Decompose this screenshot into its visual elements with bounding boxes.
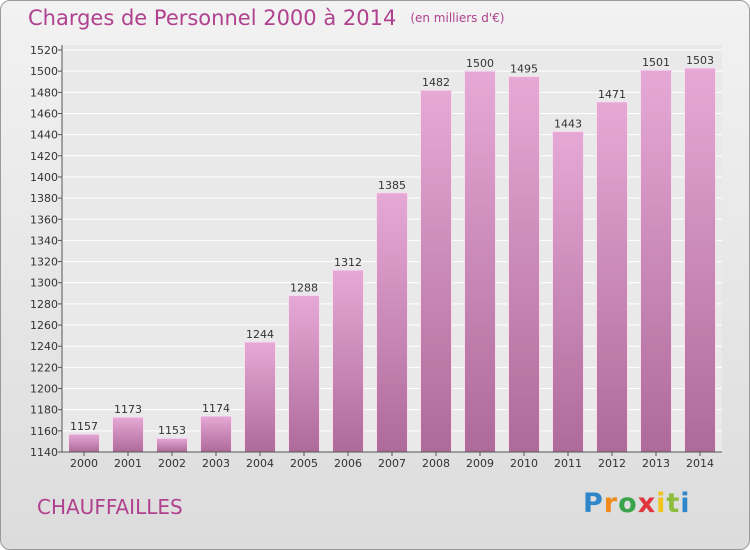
bar-value-label: 1157 <box>70 420 98 433</box>
x-tick-label: 2010 <box>510 457 538 470</box>
bar <box>112 416 144 453</box>
logo-letter: i <box>656 488 667 519</box>
bar <box>684 67 716 453</box>
bar <box>288 294 320 453</box>
x-tick-label: 2006 <box>334 457 362 470</box>
chart-subtitle: (en milliers d'€) <box>410 11 505 25</box>
bar-value-label: 1385 <box>378 179 406 192</box>
y-tick-label: 1400 <box>30 171 58 184</box>
bar <box>596 101 628 453</box>
proxiti-logo: Proxiti <box>583 488 691 519</box>
x-tick-label: 2008 <box>422 457 450 470</box>
y-tick-label: 1260 <box>30 319 58 332</box>
x-tick-label: 2005 <box>290 457 318 470</box>
y-tick-label: 1280 <box>30 298 58 311</box>
y-tick-label: 1240 <box>30 340 58 353</box>
bar <box>508 75 540 453</box>
bar <box>640 69 672 453</box>
bar <box>68 433 100 453</box>
x-tick-label: 2002 <box>158 457 186 470</box>
y-tick-label: 1380 <box>30 192 58 205</box>
y-tick-label: 1300 <box>30 277 58 290</box>
bars: 1157 1173 1153 1174 1244 1288 1312 1385 1482 1500… <box>68 54 716 453</box>
y-tick-label: 1340 <box>30 234 58 247</box>
bar-value-label: 1244 <box>246 328 274 341</box>
logo-letter: r <box>603 488 619 519</box>
y-tick-label: 1160 <box>30 425 58 438</box>
x-tick-label: 2003 <box>202 457 230 470</box>
y-tick-label: 1180 <box>30 404 58 417</box>
x-tick-label: 2012 <box>598 457 626 470</box>
y-tick-label: 1480 <box>30 86 58 99</box>
bar <box>552 130 584 453</box>
y-tick-label: 1140 <box>30 446 58 459</box>
logo-letter: x <box>637 488 657 519</box>
y-tick-label: 1420 <box>30 150 58 163</box>
bar-value-label: 1288 <box>290 281 318 294</box>
bar-value-label: 1495 <box>510 62 538 75</box>
bar-value-label: 1482 <box>422 76 450 89</box>
y-tick-label: 1440 <box>30 129 58 142</box>
x-tick-label: 2009 <box>466 457 494 470</box>
bar-value-label: 1173 <box>114 403 142 416</box>
y-axis-ticks: 1140 1160 1180 1200 1220 1240 1260 1280 1300 1320… <box>30 44 62 459</box>
y-tick-label: 1500 <box>30 65 58 78</box>
logo-letter: P <box>583 488 604 519</box>
place-name: CHAUFFAILLES <box>37 495 183 519</box>
chart-title: Charges de Personnel 2000 à 2014 <box>28 6 397 30</box>
bar-value-label: 1503 <box>686 54 714 67</box>
y-tick-label: 1320 <box>30 256 58 269</box>
x-tick-label: 2011 <box>554 457 582 470</box>
bar-value-label: 1501 <box>642 56 670 69</box>
bar <box>420 89 452 453</box>
bar <box>376 192 408 453</box>
bar <box>464 70 496 453</box>
bar <box>244 341 276 453</box>
bar-value-label: 1500 <box>466 57 494 70</box>
bar-value-label: 1174 <box>202 402 230 415</box>
logo-letter: t <box>666 488 681 519</box>
bar <box>200 415 232 453</box>
x-tick-label: 2014 <box>686 457 714 470</box>
bar-value-label: 1153 <box>158 424 186 437</box>
x-tick-label: 2000 <box>70 457 98 470</box>
bar-value-label: 1443 <box>554 117 582 130</box>
title-row: Charges de Personnel 2000 à 2014 (en mill… <box>28 6 504 30</box>
x-axis-ticks: 2000 2001 2002 2003 2004 2005 2006 2007 2008 2009… <box>70 452 714 470</box>
bar-value-label: 1312 <box>334 256 362 269</box>
x-tick-label: 2013 <box>642 457 670 470</box>
y-tick-label: 1200 <box>30 383 58 396</box>
logo-letter: i <box>680 488 691 519</box>
x-tick-label: 2001 <box>114 457 142 470</box>
y-tick-label: 1460 <box>30 107 58 120</box>
bar <box>156 437 188 453</box>
logo-letter: o <box>618 488 638 519</box>
x-tick-label: 2004 <box>246 457 274 470</box>
y-tick-label: 1360 <box>30 213 58 226</box>
x-tick-label: 2007 <box>378 457 406 470</box>
y-tick-label: 1520 <box>30 44 58 57</box>
bar-value-label: 1471 <box>598 88 626 101</box>
y-tick-label: 1220 <box>30 361 58 374</box>
bar <box>332 269 364 453</box>
